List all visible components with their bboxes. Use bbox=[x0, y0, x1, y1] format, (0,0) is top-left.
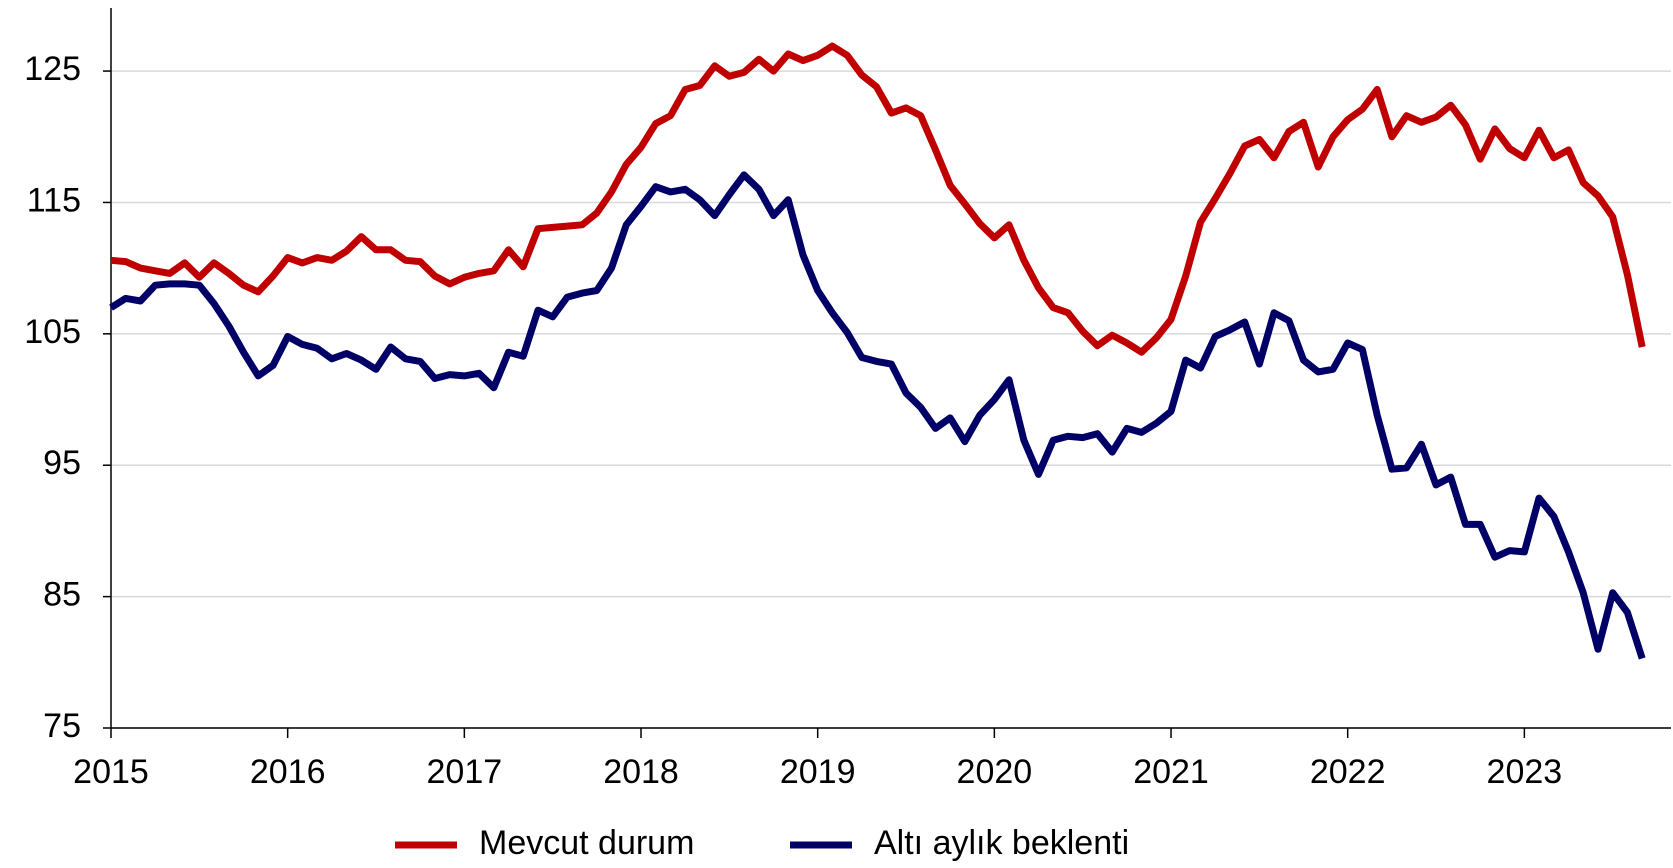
line-series bbox=[110, 42, 1646, 356]
y-tick-label: 85 bbox=[43, 576, 81, 614]
y-tick-label: 75 bbox=[43, 707, 81, 745]
y-tick-label: 115 bbox=[27, 181, 81, 219]
y-tick-label: 125 bbox=[24, 50, 81, 88]
x-tick-label: 2016 bbox=[250, 753, 326, 791]
y-tick-label: 95 bbox=[43, 444, 81, 482]
y-tick-label: 105 bbox=[24, 313, 81, 351]
x-tick-label: 2022 bbox=[1310, 753, 1386, 791]
legend-label: Altı aylık beklenti bbox=[874, 824, 1129, 862]
x-tick-label: 2021 bbox=[1133, 753, 1209, 791]
x-tick-label: 2019 bbox=[780, 753, 856, 791]
x-tick-label: 2015 bbox=[73, 753, 149, 791]
legend-label: Mevcut durum bbox=[479, 824, 694, 862]
x-tick-label: 2020 bbox=[957, 753, 1033, 791]
x-tick-label: 2023 bbox=[1487, 753, 1563, 791]
x-tick-label: 2018 bbox=[603, 753, 679, 791]
x-tick-label: 2017 bbox=[427, 753, 503, 791]
line-series bbox=[109, 171, 1646, 660]
